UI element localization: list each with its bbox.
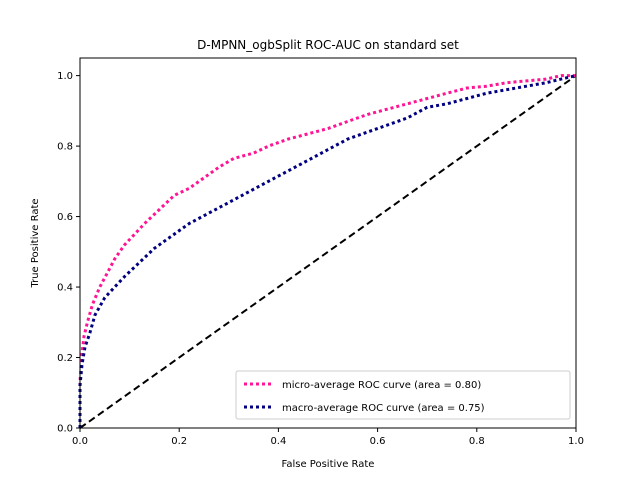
legend: micro-average ROC curve (area = 0.80) ma… [235,370,571,420]
chance-diagonal-line [79,74,577,429]
x-tick-label: 1.0 [568,436,584,447]
reference-layer [79,74,577,429]
x-tick-label: 0.0 [72,436,88,447]
x-axis: 0.0 0.2 0.4 0.6 0.8 1.0 [72,428,584,447]
y-tick-label: 1.0 [57,71,73,82]
plot-frame [79,57,577,429]
legend-label-macro: macro-average ROC curve (area = 0.75) [282,403,485,414]
y-tick-label: 0.0 [57,424,73,435]
y-tick-label: 0.8 [57,142,73,153]
x-tick-label: 0.8 [469,436,485,447]
y-axis-label: True Positive Rate [30,198,41,288]
series-line-0 [78,74,576,428]
legend-box [235,370,571,420]
y-tick-label: 0.4 [57,283,73,294]
x-tick-label: 0.2 [171,436,187,447]
plot-background [80,58,576,428]
series-line-1 [78,74,577,428]
legend-label-micro: micro-average ROC curve (area = 0.80) [282,380,481,391]
plot-area [80,58,576,428]
y-tick-label: 0.6 [57,212,73,223]
x-axis-label: False Positive Rate [282,459,375,470]
y-axis: 0.0 0.2 0.4 0.6 0.8 1.0 [57,71,80,435]
x-tick-label: 0.6 [370,436,386,447]
y-tick-label: 0.2 [57,353,73,364]
chart-title: D-MPNN_ogbSplit ROC-AUC on standard set [197,38,459,52]
x-tick-label: 0.4 [270,436,286,447]
series-layer [78,74,577,428]
